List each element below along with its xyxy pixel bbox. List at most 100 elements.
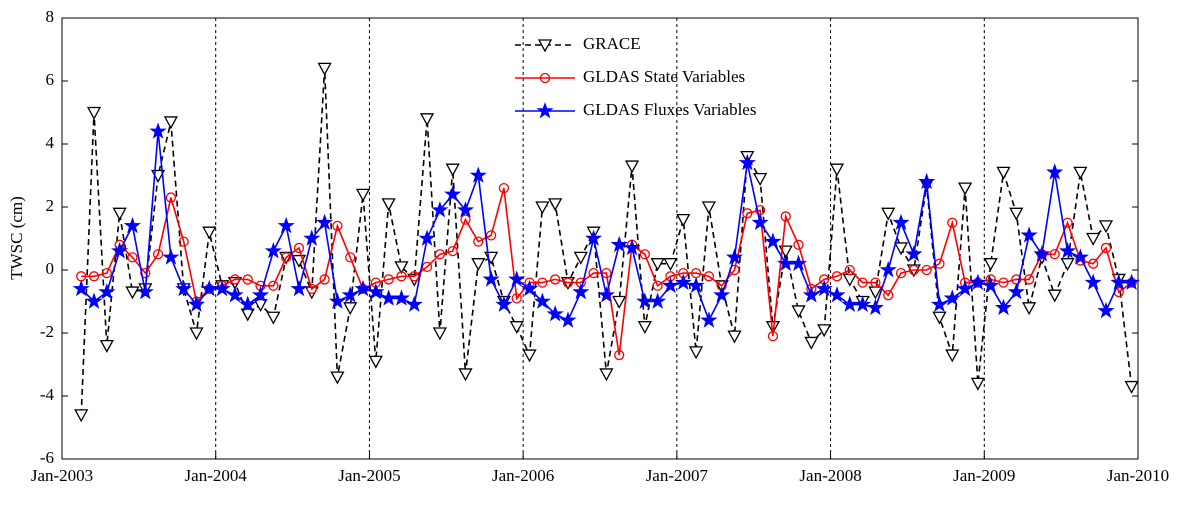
data-point: [612, 295, 627, 309]
data-point: [213, 279, 231, 297]
data-point: [101, 267, 112, 279]
data-point: [1123, 273, 1141, 290]
data-point: [537, 277, 548, 288]
data-point: [562, 277, 574, 288]
x-tick-label: Jan-2006: [492, 466, 554, 485]
data-point: [753, 173, 768, 187]
data-point: [187, 295, 206, 312]
legend-label: GLDAS State Variables: [583, 67, 745, 86]
data-point: [892, 213, 910, 231]
data-point: [343, 302, 358, 316]
data-point: [996, 166, 1011, 180]
data-point: [229, 274, 241, 285]
data-point: [418, 229, 436, 246]
data-point: [550, 274, 561, 285]
data-point: [1058, 242, 1077, 259]
y-tick-label: -2: [40, 322, 54, 341]
data-point: [293, 242, 305, 254]
data-point: [162, 248, 180, 265]
data-point: [482, 270, 500, 287]
data-point: [828, 286, 846, 303]
data-point: [866, 298, 884, 316]
data-point: [328, 292, 346, 309]
data-point: [316, 213, 334, 231]
data-point: [460, 214, 471, 225]
data-point: [149, 122, 167, 139]
data-point: [127, 252, 138, 263]
data-point: [1049, 249, 1060, 260]
data-point: [687, 276, 705, 294]
data-point: [1020, 226, 1038, 243]
x-tick-label: Jan-2004: [185, 466, 248, 485]
data-point: [791, 305, 806, 319]
data-point: [831, 271, 843, 282]
data-point: [1007, 283, 1025, 300]
data-point: [392, 289, 411, 306]
data-point: [857, 277, 868, 288]
x-tick-label: Jan-2008: [799, 466, 861, 485]
data-point: [764, 232, 782, 249]
data-point: [1088, 258, 1099, 269]
data-point: [700, 311, 718, 328]
data-point: [508, 270, 526, 287]
data-point: [125, 286, 140, 300]
data-point: [1100, 242, 1112, 254]
data-point: [1047, 289, 1062, 303]
data-point: [815, 279, 833, 297]
data-point: [780, 211, 791, 222]
data-point: [251, 286, 270, 303]
data-point: [1084, 273, 1102, 290]
data-point: [264, 242, 282, 259]
data-point: [367, 283, 385, 300]
data-point: [624, 160, 640, 174]
data-point: [983, 258, 998, 272]
data-point: [485, 230, 497, 241]
data-point: [394, 261, 409, 275]
data-point: [548, 198, 563, 212]
data-point: [178, 236, 189, 247]
data-point: [1071, 248, 1089, 265]
data-point: [498, 182, 510, 194]
data-point: [956, 279, 974, 297]
data-point: [136, 283, 154, 300]
data-point: [345, 252, 356, 263]
data-point: [637, 321, 652, 335]
data-point: [432, 327, 447, 341]
data-point: [175, 279, 193, 297]
y-tick-label: 0: [46, 259, 55, 278]
data-point: [573, 251, 588, 265]
data-point: [306, 283, 317, 295]
data-point: [240, 308, 255, 322]
data-point: [652, 280, 663, 291]
data-point: [1060, 258, 1075, 272]
data-point: [456, 201, 475, 218]
data-point: [767, 330, 779, 342]
data-point: [793, 239, 804, 250]
data-point: [268, 280, 279, 291]
data-point: [380, 289, 398, 306]
data-point: [1023, 274, 1035, 285]
data-point: [559, 311, 577, 328]
data-point: [226, 286, 244, 303]
data-point: [74, 409, 89, 423]
data-point: [703, 271, 715, 282]
data-point: [277, 216, 295, 234]
data-point: [471, 258, 486, 272]
legend-label: GLDAS Fluxes Variables: [583, 100, 756, 119]
data-point: [676, 213, 691, 227]
data-point: [409, 271, 420, 282]
data-point: [281, 252, 292, 263]
data-point: [895, 267, 907, 279]
data-point: [484, 251, 499, 265]
series-line: [80, 68, 1133, 415]
data-point: [1124, 380, 1139, 394]
legend-marker: [539, 72, 551, 84]
data-point: [970, 377, 985, 391]
data-point: [969, 273, 987, 290]
data-point: [789, 254, 808, 272]
data-point: [447, 245, 458, 257]
data-point: [458, 368, 473, 382]
data-point: [111, 242, 129, 259]
data-point: [354, 279, 372, 297]
